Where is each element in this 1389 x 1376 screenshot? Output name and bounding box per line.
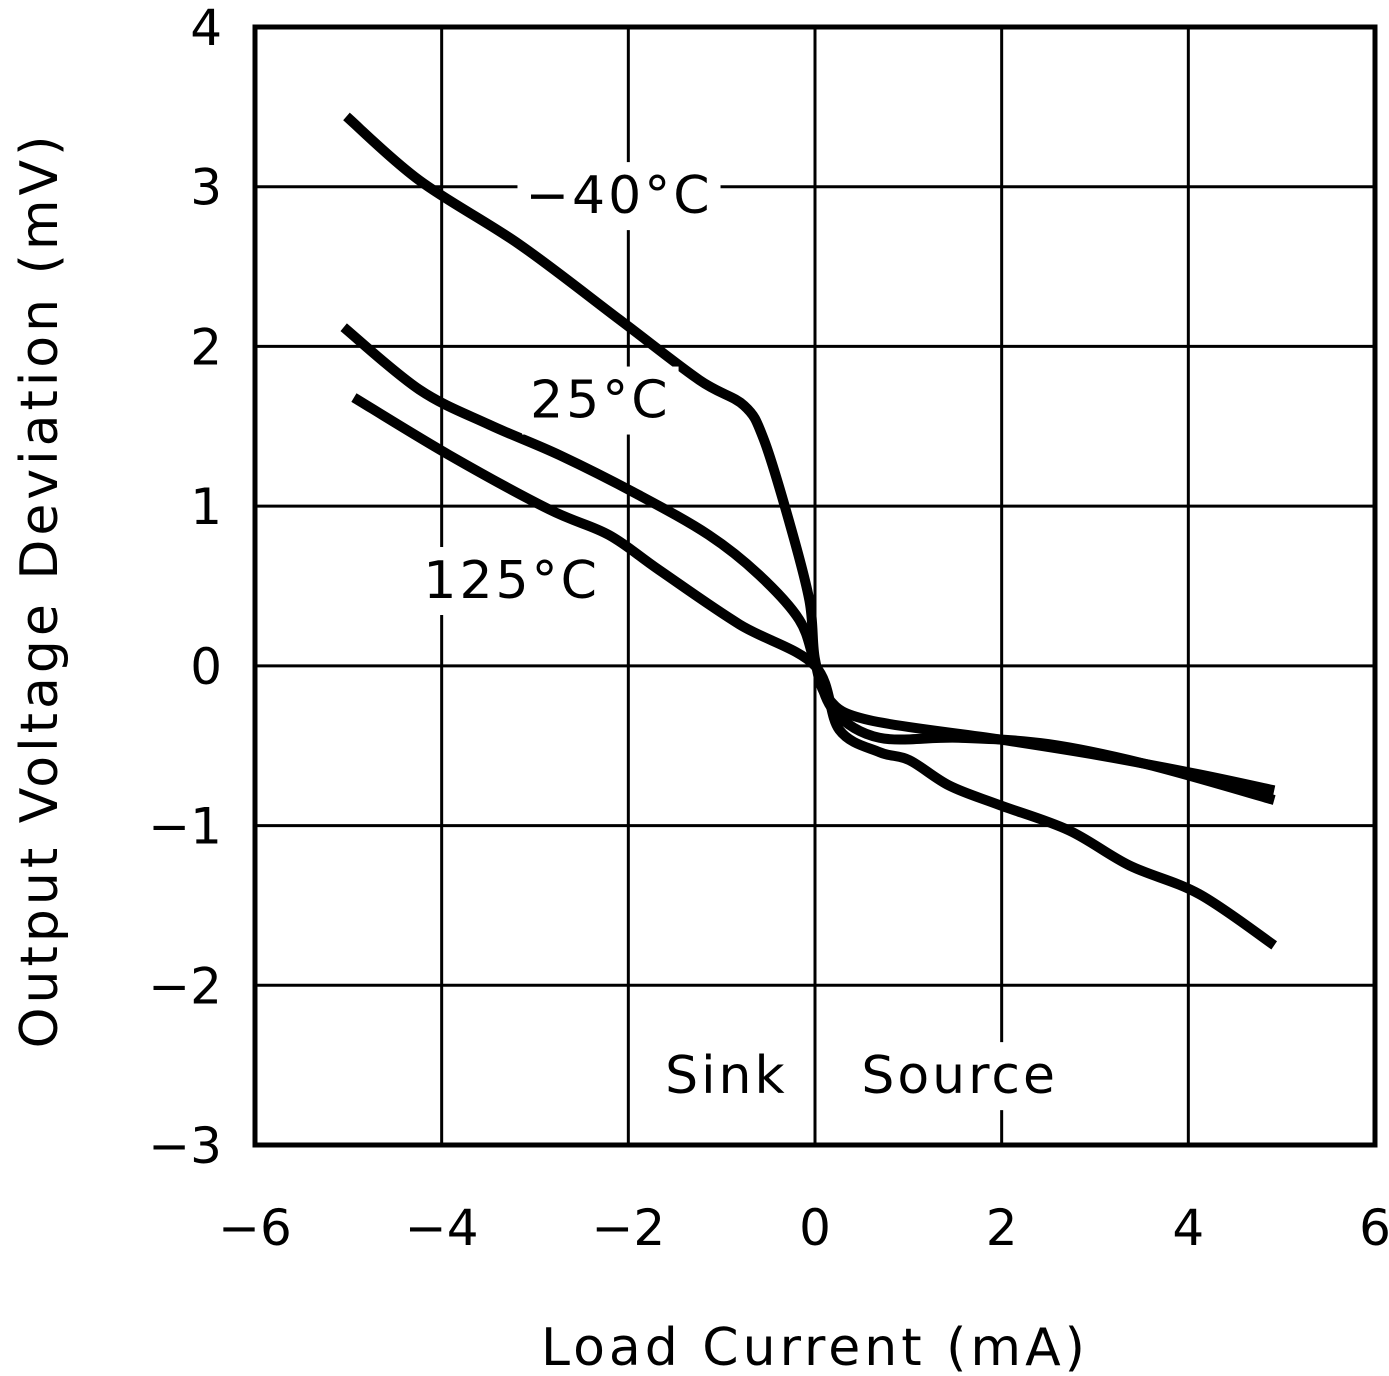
y-tick-label: 0 <box>190 638 222 696</box>
y-tick-label: 1 <box>190 478 222 536</box>
x-tick-label: 0 <box>799 1199 831 1257</box>
annotation: Source <box>851 1042 1068 1111</box>
series-label-text: −40°C <box>525 166 712 226</box>
annotation-background <box>851 1042 1068 1111</box>
annotation: Sink <box>655 1042 798 1111</box>
x-axis-label: Load Current (mA) <box>541 1318 1089 1376</box>
annotation-background <box>655 1042 798 1111</box>
y-tick-label: −3 <box>148 1117 222 1175</box>
series-line <box>351 393 1278 950</box>
x-tick-labels: −6 −4 −2 0 2 4 6 <box>218 1199 1389 1257</box>
y-tick-label: 4 <box>190 0 222 57</box>
y-tick-label: 2 <box>190 318 222 376</box>
y-tick-label: −1 <box>148 798 222 856</box>
x-tick-label: −6 <box>218 1199 292 1257</box>
grid <box>253 25 1377 1147</box>
y-tick-label: −2 <box>148 957 222 1015</box>
series-line <box>340 323 1276 805</box>
series-line <box>343 112 1276 796</box>
series-label-background <box>517 162 721 231</box>
y-axis-label: Output Voltage Deviation (mV) <box>10 132 70 1049</box>
annotation-text: Sink <box>665 1046 788 1106</box>
series-label-text: 25°C <box>530 371 670 431</box>
x-tick-label: −2 <box>591 1199 665 1257</box>
x-tick-label: 2 <box>986 1199 1018 1257</box>
series-label: 125°C <box>415 547 608 616</box>
x-tick-label: 4 <box>1172 1199 1204 1257</box>
series-label-background <box>522 366 679 435</box>
annotations: Sink Source <box>655 1042 1068 1111</box>
annotation-text: Source <box>861 1046 1058 1106</box>
series-label-text: 125°C <box>423 551 600 611</box>
series-lines <box>340 112 1278 950</box>
series-label-background <box>415 547 608 616</box>
series-labels: −40°C 25°C 125°C <box>415 162 721 616</box>
y-tick-labels: −3 −2 −1 0 1 2 3 4 <box>148 0 222 1175</box>
y-tick-label: 3 <box>190 159 222 217</box>
plot-frame <box>252 24 1378 1148</box>
x-tick-label: −4 <box>405 1199 479 1257</box>
series-label: −40°C <box>517 162 721 231</box>
series-label: 25°C <box>522 366 679 435</box>
x-tick-label: 6 <box>1359 1199 1389 1257</box>
